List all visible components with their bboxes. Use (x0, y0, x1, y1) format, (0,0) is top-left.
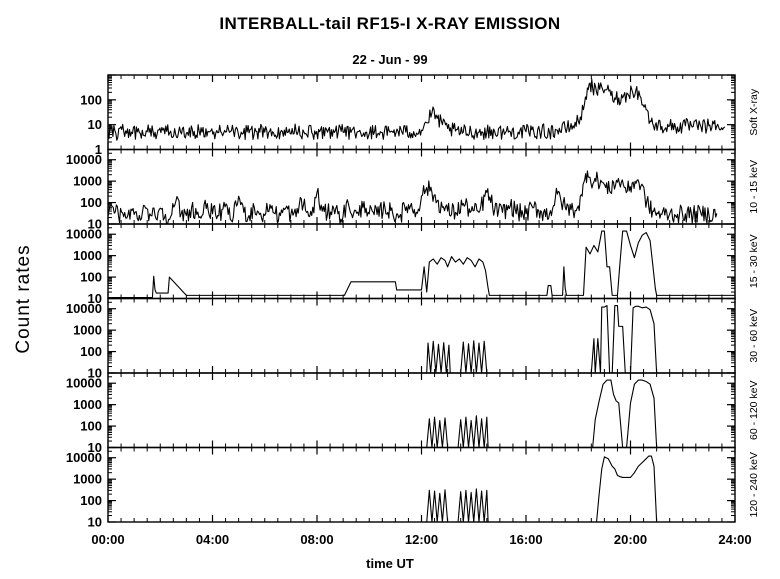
y-tick-label: 10000 (66, 152, 102, 167)
panel-band-label: Soft X-ray (748, 88, 760, 135)
y-tick-label: 1000 (73, 472, 102, 487)
y-tick-label: 10 (88, 366, 102, 381)
panel-band-label: 30 - 60 keV (748, 309, 760, 363)
data-trace (107, 170, 718, 225)
panel-frame (107, 297, 736, 374)
y-tick-label: 10000 (66, 301, 102, 316)
x-tick-label: 00:00 (91, 532, 124, 547)
x-tick-label: 16:00 (509, 532, 542, 547)
x-tick-label: 12:00 (405, 532, 438, 547)
panel-5: 10 100 1000 10000 60 - 120 keV (66, 372, 760, 455)
data-trace (107, 78, 726, 141)
chart-subtitle-date: 22 - Jun - 99 (352, 52, 428, 67)
y-tick-label: 100 (80, 344, 102, 359)
y-tick-label: 100 (80, 270, 102, 285)
panel-frame (107, 372, 736, 449)
y-tick-label: 10000 (66, 227, 102, 242)
y-tick-label: 10000 (66, 376, 102, 391)
panel-2: 10 100 1000 10000 10 - 15 keV (66, 148, 760, 232)
y-tick-label: 10 (88, 291, 102, 306)
panel-band-label: 60 - 120 keV (748, 380, 760, 440)
data-trace (107, 305, 736, 374)
y-tick-label: 1000 (73, 248, 102, 263)
panel-band-label: 15 - 30 keV (748, 234, 760, 288)
y-tick-label: 1000 (73, 397, 102, 412)
y-tick-label: 1000 (73, 174, 102, 189)
data-trace (107, 230, 736, 299)
panel-6: 10 100 1000 10000 120 - 240 keV (66, 446, 760, 530)
x-tick-label: 04:00 (196, 532, 229, 547)
panel-4: 10 100 1000 10000 30 - 60 keV (66, 297, 760, 381)
y-tick-label: 1 (95, 142, 102, 157)
y-tick-label: 10000 (66, 450, 102, 465)
x-tick-label: 20:00 (614, 532, 647, 547)
y-tick-label: 100 (80, 419, 102, 434)
x-tick-label: 08:00 (300, 532, 333, 547)
y-tick-label: 100 (80, 195, 102, 210)
panel-band-label: 120 - 240 keV (748, 452, 760, 517)
y-tick-label: 10 (88, 117, 102, 132)
x-axis-title: time UT (366, 556, 414, 571)
panel-band-label: 10 - 15 keV (748, 160, 760, 214)
panel-1: 1 10 100 Soft X-ray (80, 74, 760, 157)
page-title: INTERBALL-tail RF15-I X-RAY EMISSION (219, 14, 561, 33)
data-trace (107, 379, 736, 449)
y-tick-label: 100 (80, 92, 102, 107)
y-tick-label: 1000 (73, 323, 102, 338)
y-tick-label: 100 (80, 493, 102, 508)
data-trace (107, 455, 736, 523)
x-tick-label: 24:00 (718, 532, 751, 547)
y-tick-label: 10 (88, 217, 102, 232)
y-tick-label: 10 (88, 515, 102, 530)
y-tick-label: 10 (88, 440, 102, 455)
panel-3: 10 100 1000 10000 15 - 30 keV (66, 223, 760, 306)
panel-frame (107, 74, 736, 151)
panel-frame (107, 446, 736, 523)
